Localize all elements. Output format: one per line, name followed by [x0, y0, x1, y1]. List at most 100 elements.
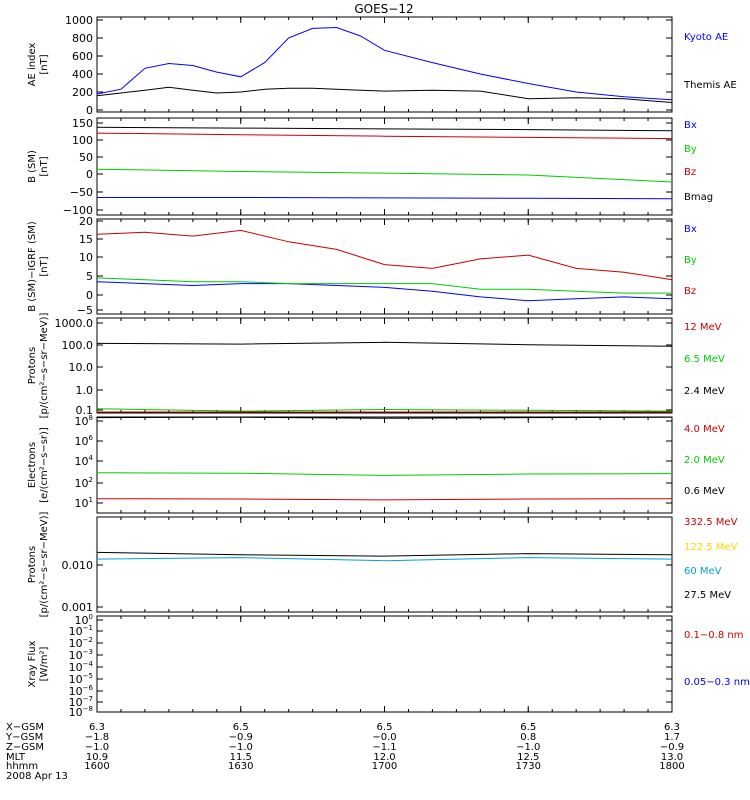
orbit-row-label: MLT [6, 752, 26, 763]
orbit-row-label: hhmm [6, 761, 38, 772]
y-axis-label: Xray Flux [27, 640, 38, 687]
orbit-cell: −1.1 [372, 742, 396, 753]
orbit-cell: 1.7 [664, 732, 680, 743]
y-tick-label: 15 [79, 233, 93, 246]
orbit-cell: 0.8 [520, 732, 536, 743]
y-axis-label: [e/(cm²−s−sr)] [39, 427, 50, 503]
legend-entry: 0.1−0.8 nm [684, 630, 743, 641]
series-line-bz [96, 229, 673, 281]
legend-entry: Bz [684, 167, 696, 178]
y-tick-label: 50 [79, 151, 93, 164]
orbit-cell: 6.3 [89, 722, 105, 733]
y-tick-label: 200 [72, 86, 93, 99]
y-tick-exponent: 4 [89, 454, 94, 462]
y-tick-exponent: −7 [83, 695, 93, 703]
y-tick-exponent: −5 [83, 672, 93, 680]
y-axis-label: B (SM)−IGRF (SM) [27, 221, 38, 312]
y-tick-exponent: −2 [83, 636, 93, 644]
legend-entry: 2.0 MeV [684, 455, 725, 466]
orbit-cell: 1800 [659, 761, 684, 772]
orbit-cell: 10.9 [86, 752, 108, 763]
legend-entry: 12 MeV [684, 322, 722, 333]
y-tick-label: 102 [75, 476, 93, 490]
series-line-themis-ae [96, 86, 673, 103]
y-tick-label: 400 [72, 68, 93, 81]
panel-frame [96, 117, 673, 216]
panel-4: 1000.0 100.0 10.0 1.0 0.1 Protons [p/(cm²−s−sr… [27, 312, 725, 418]
legend-entry: 60 MeV [684, 566, 722, 577]
y-tick-label: 100 [75, 613, 93, 627]
series-line-bx [97, 197, 673, 200]
legend-entry: 122.5 MeV [684, 542, 738, 553]
y-tick-label: 0 [86, 104, 93, 117]
legend-entry: Themis AE [683, 80, 737, 91]
y-tick-label: 800 [72, 32, 93, 45]
series-line-kyoto-ae [96, 26, 673, 101]
date-label: 2008 Apr 13 [6, 771, 68, 782]
y-tick-exponent: 1 [89, 496, 93, 504]
y-tick-label: −50 [70, 186, 93, 199]
y-axis-label: Protons [27, 546, 38, 583]
orbit-cell: −0.9 [229, 732, 253, 743]
series-line-6-5-mev [96, 408, 673, 412]
y-tick-exponent: 2 [89, 476, 93, 484]
panel-5: 108 106 104 102 101 Electrons [e/(cm²−s−sr)] 4.… [27, 414, 725, 514]
y-tick-label: 10 [79, 251, 93, 264]
y-tick-exponent: −1 [83, 624, 93, 632]
series-line-2-4-mev [96, 341, 673, 347]
panel-frame [96, 218, 673, 315]
y-axis-label: B (SM) [27, 150, 38, 183]
y-axis-label: AE index [27, 43, 38, 87]
legend-entry: 0.6 MeV [684, 486, 725, 497]
y-tick-label: 0 [86, 168, 93, 181]
legend-entry: 332.5 MeV [684, 517, 738, 528]
series-line-by [96, 277, 672, 294]
legend-entry: 0.05−0.3 nm [684, 677, 750, 688]
legend-entry: Bx [684, 224, 697, 235]
orbit-cell: −1.0 [516, 742, 540, 753]
y-axis-label: [W/m²] [39, 646, 50, 681]
y-tick-label: 106 [75, 434, 94, 448]
series-line-27-5-mev [96, 551, 673, 557]
y-tick-label: 10−8 [69, 705, 93, 719]
series-line-bx [96, 281, 673, 302]
legend-entry: 6.5 MeV [684, 354, 725, 365]
y-axis-label: [nT] [39, 54, 50, 74]
y-axis-label: Protons [27, 347, 38, 384]
orbit-cell: 12.0 [373, 752, 395, 763]
y-tick-label: 101 [75, 496, 93, 510]
legend-entry: 4.0 MeV [684, 424, 725, 435]
y-tick-label: 104 [75, 454, 94, 468]
y-tick-exponent: 8 [89, 414, 93, 422]
orbit-cell: 1630 [228, 761, 253, 772]
y-tick-label: 108 [75, 414, 93, 428]
series-line-0-6-mev [96, 416, 673, 419]
y-tick-label: 10.0 [69, 361, 94, 374]
legend-entry: Kyoto AE [684, 32, 728, 43]
orbit-row-label: X−GSM [6, 722, 44, 733]
y-tick-exponent: −8 [83, 705, 93, 713]
orbit-cell: 1600 [84, 761, 109, 772]
orbit-cell: −1.8 [85, 732, 109, 743]
series-line-60-mev [96, 557, 673, 562]
orbit-cell: 6.5 [520, 722, 536, 733]
orbit-table: X−GSMY−GSMZ−GSMMLThhmm6.3−1.8−1.010.9160… [5, 722, 685, 782]
y-tick-exponent: 6 [89, 434, 94, 442]
panel-frame [96, 516, 673, 613]
y-tick-label: 1000 [65, 14, 93, 27]
legend-entry: 2.4 MeV [684, 386, 725, 397]
panel-6: 0.010 0.001 Protons [p/(cm²−s−sr−MeV)] 332.5… [27, 511, 738, 617]
y-tick-label: −100 [63, 204, 93, 217]
panel-3: 20 15 10 5 0 −5 B (SM)−IGRF (SM) [nT] Bx By Bz [27, 215, 697, 317]
y-tick-label: 100 [72, 134, 93, 147]
orbit-cell: −0.0 [372, 732, 396, 743]
y-tick-label: 0.010 [62, 559, 94, 572]
y-tick-exponent: −6 [83, 684, 94, 692]
y-tick-label: 0.001 [62, 601, 94, 614]
orbit-cell: −1.0 [229, 742, 253, 753]
orbit-cell: 1730 [516, 761, 541, 772]
panel-7: 10010−110−210−310−410−510−610−710−8Xray … [27, 613, 750, 719]
orbit-cell: −1.0 [85, 742, 109, 753]
